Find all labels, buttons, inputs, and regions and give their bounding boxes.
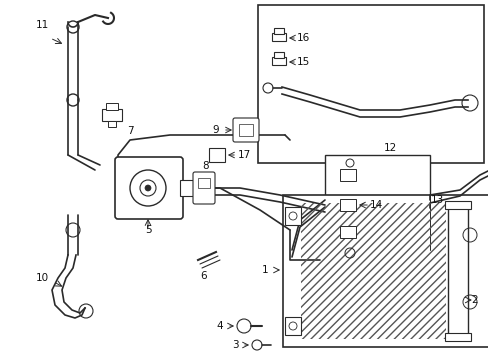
Bar [283, 195, 488, 347]
Text: 1: 1 [261, 265, 268, 275]
Text: 15: 15 [296, 57, 309, 67]
Bar [301, 203, 445, 339]
Bar [339, 169, 355, 181]
Bar [271, 57, 285, 65]
Text: 17: 17 [237, 150, 250, 160]
Text: 11: 11 [35, 20, 48, 30]
Text: 3: 3 [231, 340, 238, 350]
Text: 4: 4 [216, 321, 223, 331]
FancyBboxPatch shape [193, 172, 215, 204]
Bar [239, 124, 252, 136]
Bar [339, 199, 355, 211]
Bar [180, 180, 195, 196]
Bar [208, 148, 224, 162]
Text: 14: 14 [368, 200, 382, 210]
Text: 2: 2 [471, 295, 477, 305]
Bar [271, 33, 285, 41]
Bar [339, 226, 355, 238]
Bar [198, 178, 209, 188]
Text: 7: 7 [126, 126, 133, 136]
Bar [285, 317, 301, 335]
Text: 12: 12 [383, 143, 396, 153]
Bar [258, 5, 483, 163]
Bar [273, 28, 284, 34]
Text: 16: 16 [296, 33, 309, 43]
Circle shape [145, 185, 151, 191]
Text: 5: 5 [144, 225, 151, 235]
FancyBboxPatch shape [232, 118, 259, 142]
Bar [106, 103, 118, 110]
Text: 6: 6 [200, 271, 207, 281]
Text: 9: 9 [212, 125, 219, 135]
Bar [108, 121, 116, 127]
Bar [273, 52, 284, 58]
Text: 13: 13 [429, 195, 443, 205]
Bar [447, 205, 467, 337]
Text: 10: 10 [35, 273, 48, 283]
Bar [285, 207, 301, 225]
Bar [325, 155, 429, 255]
Text: 8: 8 [202, 161, 209, 171]
FancyBboxPatch shape [115, 157, 183, 219]
Bar [444, 333, 470, 341]
Bar [102, 109, 122, 121]
Bar [444, 201, 470, 209]
